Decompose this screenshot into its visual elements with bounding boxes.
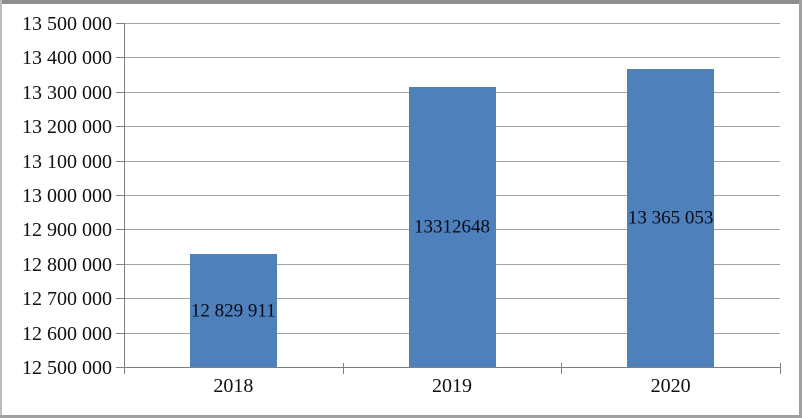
y-axis-tick [116, 57, 124, 58]
y-axis-tick-label: 13 500 000 [22, 13, 112, 35]
x-axis-tick [124, 363, 125, 374]
y-axis-tick-label: 13 100 000 [22, 151, 112, 173]
x-axis-tick [343, 363, 344, 374]
y-axis-tick-label: 12 600 000 [22, 323, 112, 345]
y-axis-tick-label: 12 900 000 [22, 219, 112, 241]
x-axis-tick [561, 363, 562, 374]
frame-border-bottom [0, 415, 802, 418]
y-axis-tick [116, 195, 124, 196]
y-axis-tick [116, 161, 124, 162]
x-axis-tick-label: 2018 [213, 375, 254, 397]
bar [190, 254, 277, 367]
bar-data-label: 12 829 911 [190, 300, 276, 322]
frame-border-top [0, 0, 802, 4]
y-axis-tick [116, 298, 124, 299]
x-axis-line [124, 367, 781, 368]
gridline [124, 57, 780, 58]
y-axis-tick [116, 126, 124, 127]
y-axis-tick [116, 367, 124, 368]
y-axis-tick-label: 12 500 000 [22, 357, 112, 379]
y-axis-tick-label: 13 000 000 [22, 185, 112, 207]
y-axis-tick-label: 13 300 000 [22, 82, 112, 104]
frame-border-right [799, 0, 802, 418]
y-axis-tick [116, 264, 124, 265]
bar-data-label: 13312648 [414, 216, 490, 238]
y-axis-tick [116, 229, 124, 230]
y-axis-tick-label: 12 700 000 [22, 288, 112, 310]
bar [627, 69, 714, 367]
x-axis-tick-label: 2020 [650, 375, 691, 397]
bar [409, 87, 496, 367]
y-axis-tick-label: 13 400 000 [22, 47, 112, 69]
x-axis-tick-label: 2019 [432, 375, 472, 397]
y-axis-tick-label: 13 200 000 [22, 116, 112, 138]
x-axis-tick [780, 363, 781, 374]
frame-border-left [0, 0, 2, 418]
y-axis-line [124, 23, 125, 368]
bar-data-label: 13 365 053 [627, 207, 714, 229]
y-axis-tick [116, 92, 124, 93]
gridline [124, 23, 780, 24]
y-axis-tick [116, 23, 124, 24]
y-axis-tick [116, 333, 124, 334]
y-axis-tick-label: 12 800 000 [22, 254, 112, 276]
